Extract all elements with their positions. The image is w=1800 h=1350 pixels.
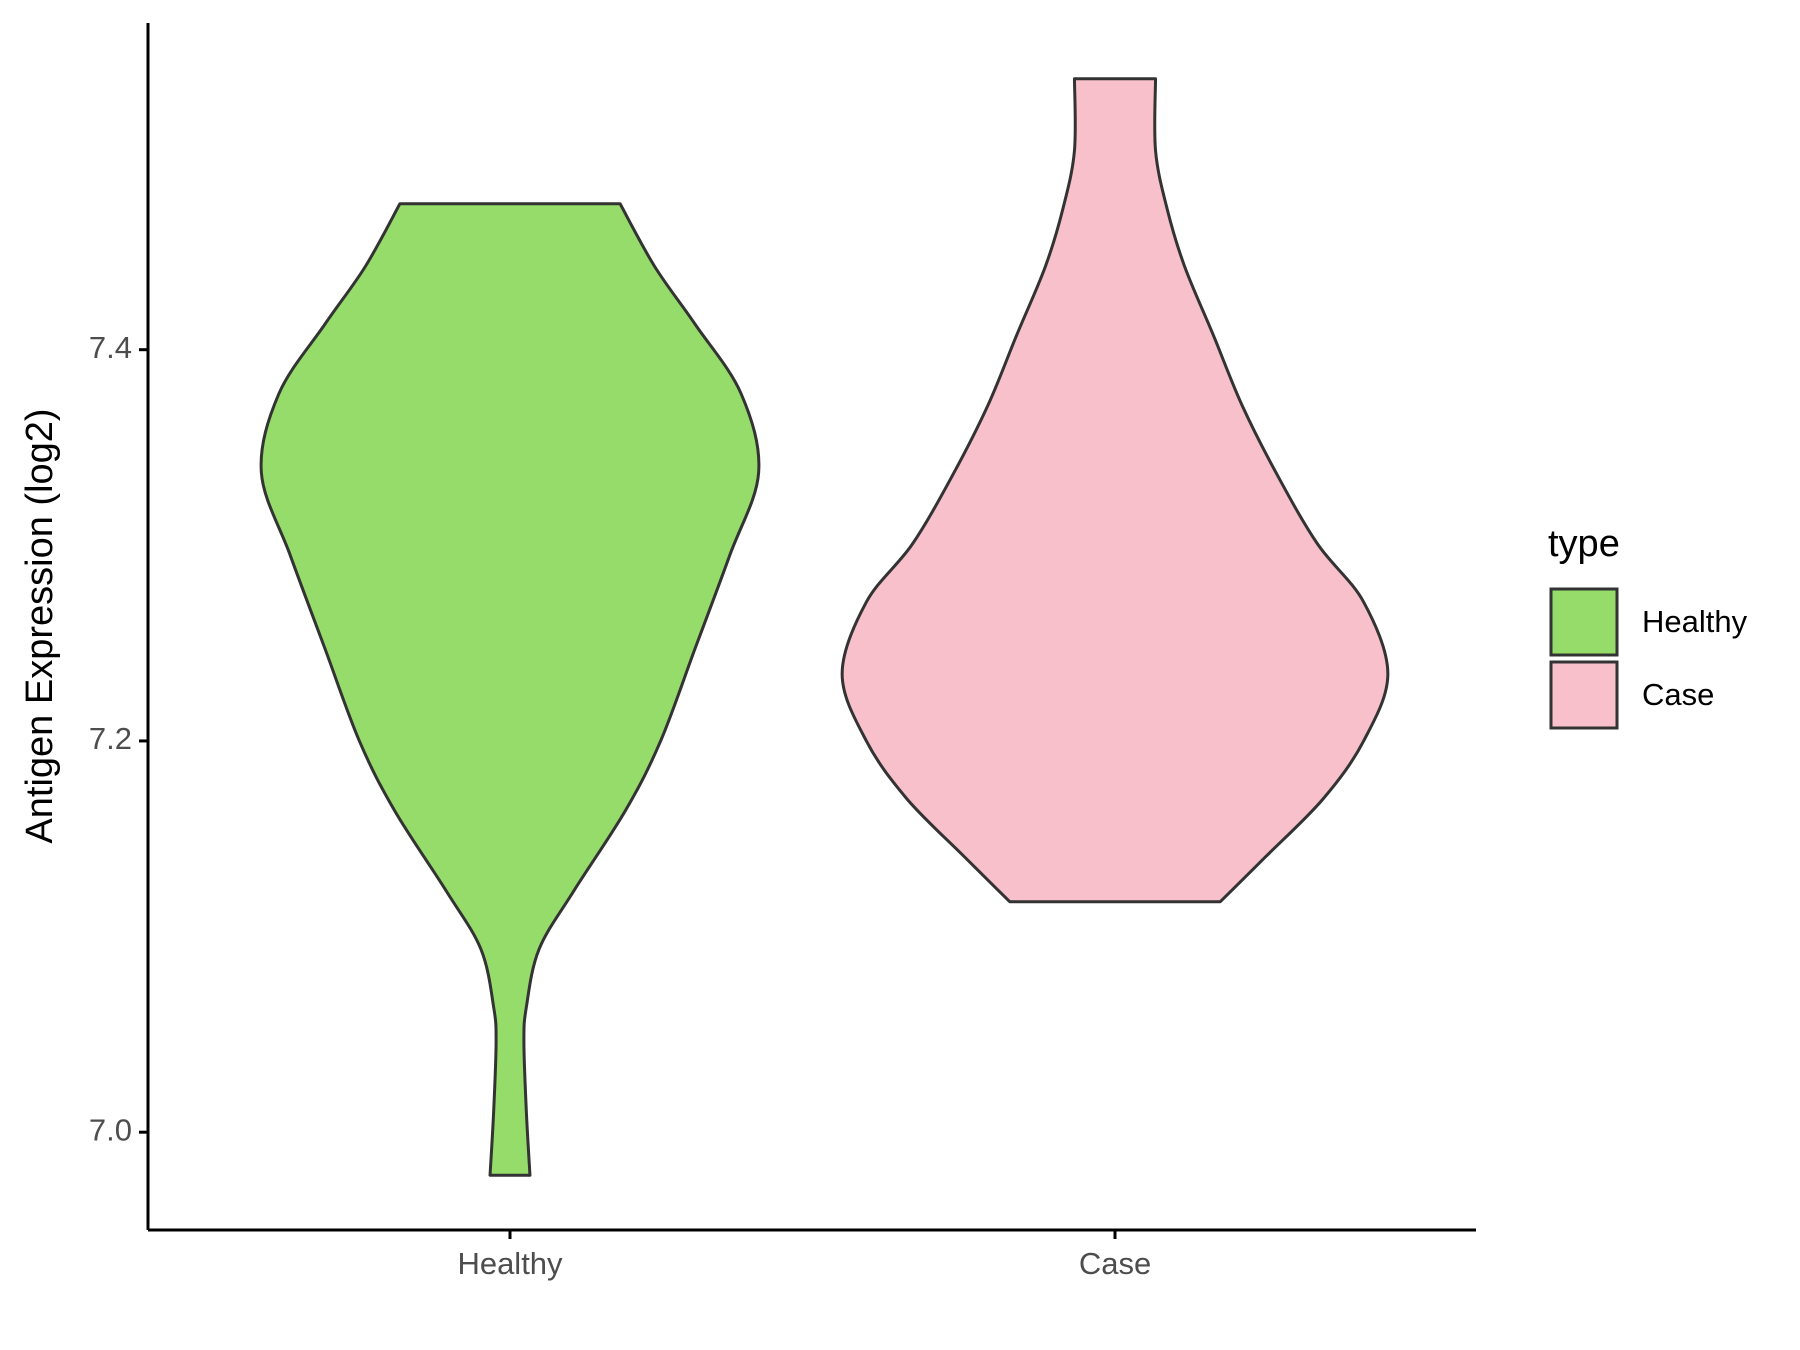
legend-title: type — [1548, 523, 1620, 565]
y-tick-label: 7.0 — [89, 1112, 132, 1147]
y-tick-label: 7.2 — [89, 721, 132, 756]
violin — [259, 202, 761, 1177]
violin — [840, 77, 1390, 904]
y-tick-label: 7.4 — [89, 330, 132, 365]
legend-key — [1549, 660, 1619, 730]
legend-key — [1549, 587, 1619, 657]
legend-label: Healthy — [1642, 604, 1748, 639]
legend-label: Case — [1642, 677, 1714, 712]
x-tick-label: Healthy — [457, 1246, 563, 1281]
x-tick-label: Case — [1079, 1246, 1151, 1281]
y-axis-title: Antigen Expression (log2) — [19, 408, 61, 843]
